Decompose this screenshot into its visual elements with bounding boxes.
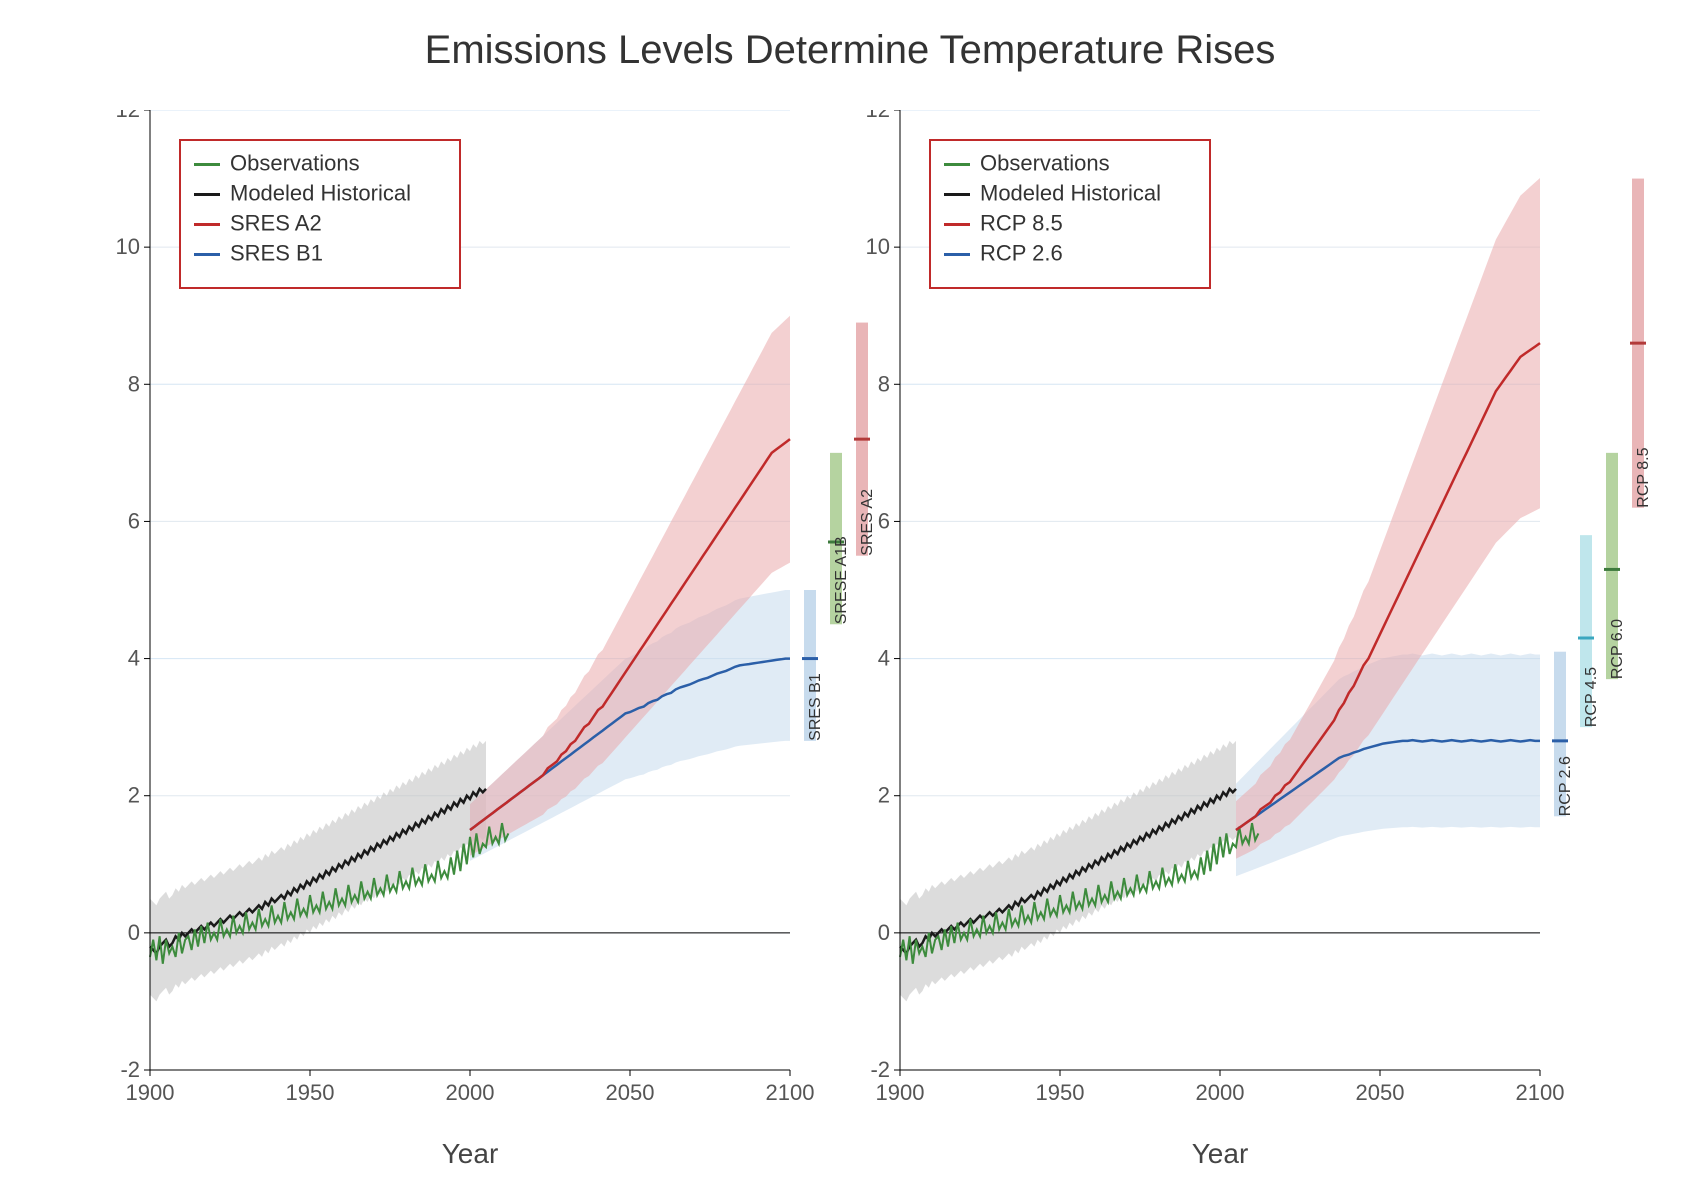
y-tick-label: 0 xyxy=(128,920,140,945)
x-tick-label: 1950 xyxy=(1036,1080,1085,1105)
legend-label: Modeled Historical xyxy=(230,181,411,206)
y-tick-label: 2 xyxy=(128,783,140,808)
panel-left: -202468101219001950200020502100Observati… xyxy=(100,110,922,1130)
y-tick-label: 10 xyxy=(866,234,890,259)
range-bar-label: SRESE A1B xyxy=(833,536,850,624)
range-bar-label: RCP 6.0 xyxy=(1609,619,1626,679)
x-tick-label: 1900 xyxy=(876,1080,925,1105)
y-tick-label: 2 xyxy=(878,783,890,808)
x-tick-label: 2100 xyxy=(1516,1080,1565,1105)
legend-label: RCP 2.6 xyxy=(980,241,1063,266)
range-bar-label: RCP 4.5 xyxy=(1583,667,1600,727)
legend-label: SRES B1 xyxy=(230,241,323,266)
y-tick-label: -2 xyxy=(870,1057,890,1082)
legend-label: RCP 8.5 xyxy=(980,211,1063,236)
x-tick-label: 2050 xyxy=(1356,1080,1405,1105)
chart-svg: -202468101219001950200020502100Observati… xyxy=(100,110,922,1130)
y-tick-label: 0 xyxy=(878,920,890,945)
x-axis-label-left: Year xyxy=(410,1138,530,1170)
legend-label: Modeled Historical xyxy=(980,181,1161,206)
page-title: Emissions Levels Determine Temperature R… xyxy=(0,28,1700,73)
y-tick-label: 8 xyxy=(878,371,890,396)
x-tick-label: 2000 xyxy=(446,1080,495,1105)
legend-label: Observations xyxy=(230,151,360,176)
y-tick-label: 12 xyxy=(866,110,890,122)
y-tick-label: 10 xyxy=(116,234,140,259)
x-tick-label: 1900 xyxy=(126,1080,175,1105)
y-tick-label: 8 xyxy=(128,371,140,396)
legend-label: SRES A2 xyxy=(230,211,322,236)
y-tick-label: 6 xyxy=(878,508,890,533)
y-tick-label: -2 xyxy=(120,1057,140,1082)
x-axis-label-right: Year xyxy=(1160,1138,1280,1170)
range-bar-label: RCP 2.6 xyxy=(1557,756,1574,816)
y-tick-label: 4 xyxy=(128,646,140,671)
legend-label: Observations xyxy=(980,151,1110,176)
range-bar-label: SRES B1 xyxy=(807,673,824,741)
x-tick-label: 2050 xyxy=(606,1080,655,1105)
y-tick-label: 12 xyxy=(116,110,140,122)
chart-svg: -2 0 2 4 6 8 10 12 1900 1950 2000 2050 2100 Observati… xyxy=(850,110,1698,1130)
panel-right: -2 0 2 4 6 8 10 12 1900 1950 2000 2050 2100 Observati… xyxy=(850,110,1698,1130)
x-tick-label: 1950 xyxy=(286,1080,335,1105)
y-tick-label: 4 xyxy=(878,646,890,671)
x-tick-label: 2100 xyxy=(766,1080,815,1105)
y-tick-label: 6 xyxy=(128,508,140,533)
x-tick-label: 2000 xyxy=(1196,1080,1245,1105)
figure: Emissions Levels Determine Temperature R… xyxy=(0,0,1700,1200)
range-bar-label: RCP 8.5 xyxy=(1635,447,1652,507)
